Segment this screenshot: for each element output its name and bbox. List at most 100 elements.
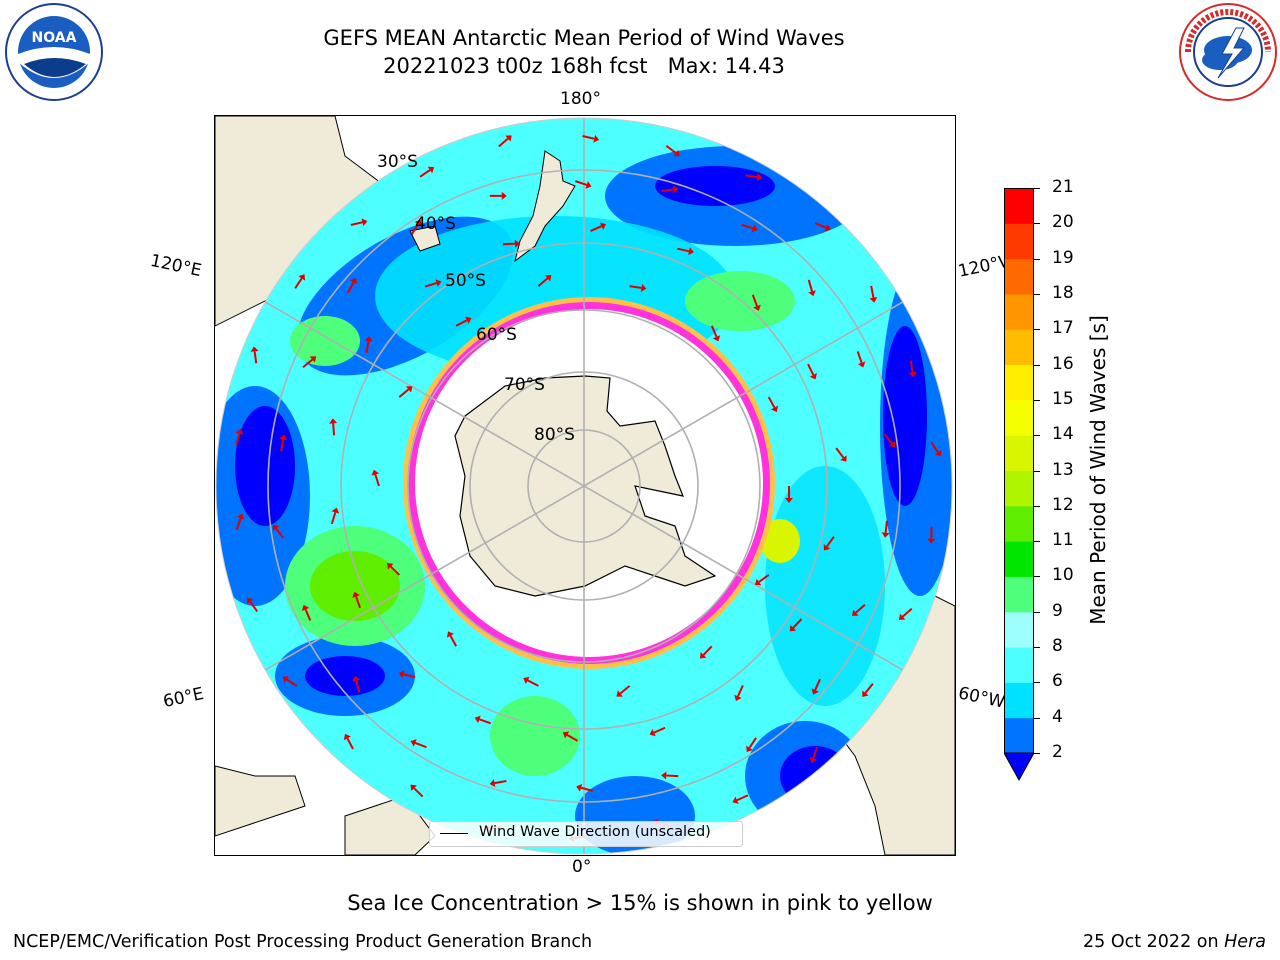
colorbar-tick-mark bbox=[1034, 188, 1040, 189]
wave-direction-arrow bbox=[909, 360, 914, 373]
wave-direction-arrowhead bbox=[934, 450, 942, 457]
wave-patch-green bbox=[290, 316, 360, 366]
wave-direction-arrowhead bbox=[823, 544, 831, 551]
wave-direction-arrowhead bbox=[427, 166, 435, 174]
wave-direction-arrowhead bbox=[414, 219, 422, 226]
wave-direction-arrowhead bbox=[514, 239, 520, 248]
colorbar-segment bbox=[1004, 435, 1034, 471]
wave-direction-arrow bbox=[884, 520, 888, 533]
wave-direction-arrow bbox=[814, 678, 821, 691]
wave-direction-arrow bbox=[280, 439, 285, 452]
colorbar-tick-mark bbox=[1034, 541, 1040, 543]
wave-direction-arrow bbox=[855, 604, 866, 614]
wave-direction-arrowhead bbox=[298, 274, 306, 281]
wave-direction-arrowhead bbox=[770, 405, 778, 412]
wave-direction-arrowhead bbox=[410, 739, 417, 747]
wave-direction-arrowhead bbox=[754, 578, 762, 586]
lon-label-180: 180° bbox=[560, 89, 601, 109]
wave-direction-arrow bbox=[235, 433, 241, 446]
chart-subtitle: 20221023 t00z 168h fcst Max: 14.43 bbox=[383, 54, 785, 78]
colorbar-tick-label: 12 bbox=[1052, 494, 1074, 515]
wave-direction-arrow bbox=[666, 774, 679, 778]
colorbar-tick-mark bbox=[1034, 611, 1040, 613]
colorbar-tick-mark bbox=[1034, 258, 1040, 260]
wave-direction-arrow bbox=[332, 423, 336, 436]
wave-direction-arrowhead bbox=[908, 371, 917, 378]
wave-direction-arrowhead bbox=[852, 609, 859, 616]
footer-credit: NCEP/EMC/Verification Post Processing Pr… bbox=[13, 932, 593, 952]
lon-label-60w: 60°W bbox=[956, 683, 1007, 713]
lon-label-120e: 120°E bbox=[148, 250, 204, 282]
wave-direction-arrowhead bbox=[387, 563, 394, 570]
wave-direction-arrowhead bbox=[352, 675, 361, 682]
wave-direction-arrow bbox=[835, 447, 845, 459]
colorbar-segment bbox=[1004, 293, 1034, 330]
wave-direction-arrowhead bbox=[576, 783, 583, 792]
wave-direction-arrow bbox=[856, 351, 863, 364]
wave-direction-arrow bbox=[930, 441, 939, 453]
wave-direction-arrow bbox=[737, 685, 744, 697]
wave-direction-arrow bbox=[812, 746, 819, 759]
wave-direction-arrow bbox=[498, 137, 509, 148]
wave-patch-cyan bbox=[765, 466, 885, 706]
map-panel: 30°S 40°S 50°S 60°S 70°S 80°S Wind Wave … bbox=[214, 115, 956, 856]
colorbar-segment bbox=[1004, 576, 1034, 613]
legend-line-sample bbox=[440, 833, 468, 834]
colorbar-tick-label: 6 bbox=[1052, 671, 1063, 692]
wave-direction-arrowhead bbox=[585, 181, 592, 189]
wave-patch-green bbox=[490, 696, 580, 776]
colorbar-segment bbox=[1004, 470, 1034, 507]
wave-direction-arrow bbox=[677, 247, 690, 253]
lon-label-60e: 60°E bbox=[161, 683, 206, 713]
legend: Wind Wave Direction (unscaled) bbox=[429, 821, 743, 847]
wave-direction-arrowhead bbox=[446, 631, 454, 638]
wind-wave-arrows bbox=[235, 134, 942, 843]
sea-ice-footnote: Sea Ice Concentration > 15% is shown in … bbox=[347, 891, 933, 915]
wave-direction-arrow bbox=[814, 222, 827, 229]
wave-direction-arrow bbox=[494, 779, 507, 785]
wave-patch-green bbox=[310, 551, 400, 621]
wave-direction-arrowhead bbox=[616, 690, 623, 697]
wave-direction-arrow bbox=[864, 683, 874, 694]
wave-direction-arrow bbox=[653, 726, 666, 734]
wave-direction-arrow bbox=[748, 737, 757, 749]
lat-label-50s: 50°S bbox=[445, 271, 486, 291]
wave-direction-arrowhead bbox=[746, 745, 753, 752]
wave-direction-arrowhead bbox=[331, 507, 340, 514]
wave-direction-arrowhead bbox=[869, 297, 878, 303]
wave-direction-arrow bbox=[419, 169, 431, 178]
wave-direction-arrowhead bbox=[352, 591, 360, 598]
wave-direction-arrowhead bbox=[465, 316, 472, 324]
wave-direction-arrowhead bbox=[640, 283, 647, 292]
colorbar-segment bbox=[1004, 541, 1034, 577]
colorbar-tick-label: 11 bbox=[1052, 530, 1074, 551]
wave-direction-arrow bbox=[661, 188, 674, 193]
wave-direction-arrowhead bbox=[857, 361, 866, 368]
wave-direction-arrow bbox=[411, 223, 419, 235]
colorbar-tick-mark bbox=[1034, 576, 1040, 578]
wave-direction-arrowhead bbox=[824, 224, 831, 232]
wave-direction-arrowhead bbox=[599, 222, 607, 230]
colorbar-label: Mean Period of Wind Waves [s] bbox=[1086, 315, 1110, 625]
colorbar-tick-label: 15 bbox=[1052, 388, 1074, 409]
wave-direction-arrow bbox=[455, 319, 468, 327]
wave-direction-arrowhead bbox=[544, 275, 552, 282]
colorbar-tick-label: 9 bbox=[1052, 600, 1063, 621]
wave-direction-arrowhead bbox=[349, 277, 358, 285]
wave-direction-arrow bbox=[629, 285, 642, 289]
colorbar-tick-label: 8 bbox=[1052, 636, 1063, 657]
wave-direction-arrowhead bbox=[673, 149, 680, 157]
wave-direction-arrowhead bbox=[661, 771, 667, 780]
wave-direction-arrowhead bbox=[699, 652, 707, 659]
wave-direction-arrowhead bbox=[672, 185, 679, 194]
wave-direction-arrowhead bbox=[862, 690, 869, 697]
wave-patch-deep bbox=[235, 406, 295, 526]
wave-direction-arrow bbox=[302, 358, 313, 368]
wave-direction-arrowhead bbox=[898, 613, 906, 620]
wave-direction-arrowhead bbox=[398, 670, 405, 679]
wave-direction-arrowhead bbox=[734, 694, 742, 701]
colorbar-tick-mark bbox=[1034, 293, 1040, 295]
wave-direction-arrowhead bbox=[279, 434, 288, 441]
wave-direction-arrow bbox=[275, 527, 285, 539]
wave-direction-arrowhead bbox=[562, 731, 570, 739]
